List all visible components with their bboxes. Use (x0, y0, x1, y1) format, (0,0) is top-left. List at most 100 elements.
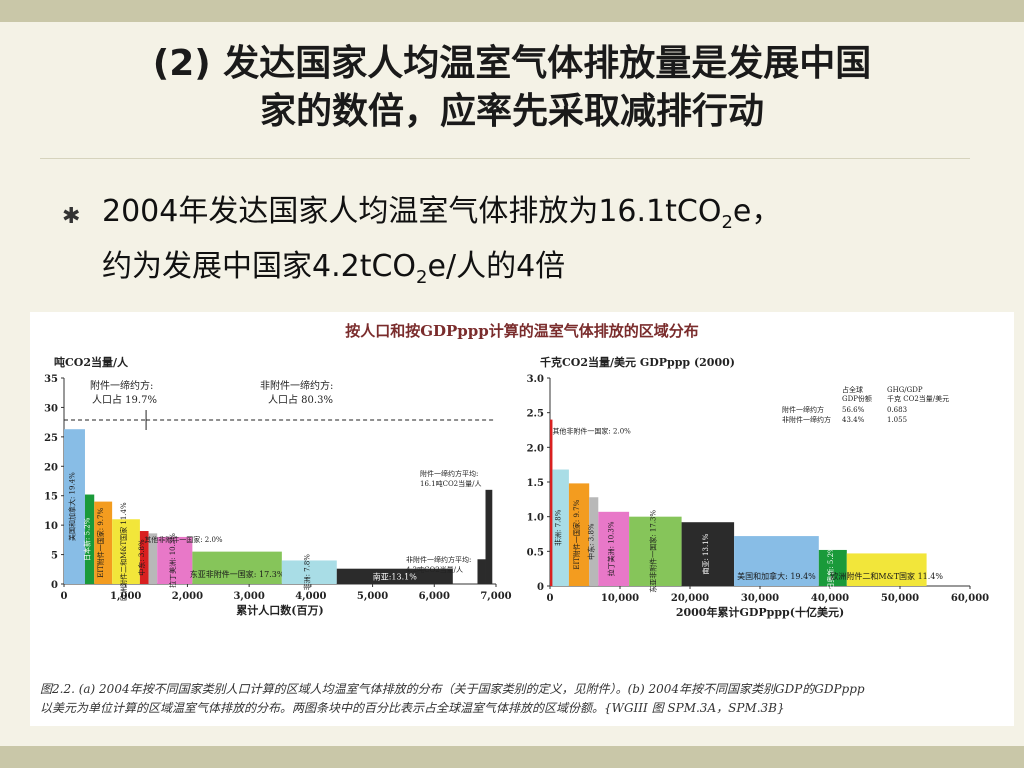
share-row-name: 附件一缔约方 (782, 405, 824, 414)
chart-a-bar-label: EIT附件一国家: 9.7% (96, 508, 105, 578)
chart-a-xtick-label: 4,000 (295, 591, 326, 602)
bullet-line2: 约为发展中国家4.2tCO2e/人的4倍 (102, 245, 1002, 300)
chart-b-ylabel: 千克CO2当量/美元 GDPppp (2000) (540, 355, 735, 369)
chart-b-bar-label: 日奥新: 5.2% (826, 546, 835, 590)
chart-b-bar-1 (552, 469, 569, 586)
top-border (0, 0, 1024, 22)
chart-b-bar-0 (550, 419, 553, 586)
bullet-line1-subscript: 2 (721, 212, 733, 233)
share-row-ratio: 1.055 (887, 416, 907, 424)
share-row-share: 43.4% (842, 416, 865, 424)
title-divider (40, 158, 970, 159)
chart-a-bar-11 (485, 489, 493, 584)
nonannex1-pop: 人口占 80.3% (268, 393, 333, 406)
chart-a-bar-3 (112, 519, 140, 584)
chart-b-xtick-label: 30,000 (741, 593, 779, 604)
chart-a-bar-label: 非洲: 7.8% (302, 554, 311, 591)
nonannex1-avg-line1: 非附件一缔约方平均: (406, 555, 471, 564)
chart-a-bar-label: 日本新: 5.2% (83, 517, 92, 561)
chart-a-bar-2 (94, 501, 113, 584)
chart-a-bar-label: 南亚:13.1% (373, 571, 418, 581)
share-header-4: 千克 CO2当量/美元 (887, 394, 949, 403)
figure-title: 按人口和按GDPppp计算的温室气体排放的区域分布 (345, 322, 699, 340)
bullet-text: 2004年发达国家人均温室气体排放为16.1tCO2e， 约为发展中国家4.2t… (102, 190, 1002, 300)
nonannex1-label: 非附件一缔约方: (260, 379, 333, 392)
share-header-1: 占全球 (842, 385, 863, 394)
annex1-pop: 人口占 19.7% (92, 393, 157, 406)
bullet-line1-text: 2004年发达国家人均温室气体排放为16.1tCO (102, 194, 722, 229)
asterisk-bullet-icon: ✱ (62, 204, 81, 229)
chart-a-bar-7 (192, 551, 282, 584)
chart-b-xtick-label: 50,000 (881, 593, 919, 604)
chart-a-bar-0 (64, 429, 85, 584)
chart-a-ylabel: 吨CO2当量/人 (54, 355, 129, 369)
chart-a-bar-10 (477, 559, 486, 584)
chart-a-ytick-label: 0 (51, 580, 58, 591)
chart-b-bar-2 (568, 483, 590, 586)
chart-a-ytick-label: 25 (44, 433, 58, 444)
chart-a-bar-8 (281, 560, 337, 584)
chart-b-bar-8 (818, 549, 847, 586)
chart-b-xlabel: 2000年累计GDPppp(十亿美元) (676, 605, 844, 619)
chart-a-bar-label: 拉丁美洲: 10.3% (168, 533, 177, 588)
chart-a-xtick-label: 3,000 (233, 591, 264, 602)
bottom-border (0, 746, 1024, 768)
annex1-label: 附件一缔约方: (90, 379, 153, 392)
chart-a: 吨CO2当量/人 0 5 10 15 20 25 30 35 0 1,000 2,000 3,000 4,… (44, 355, 512, 617)
chart-a-xtick-label: 6,000 (419, 591, 450, 602)
chart-b-bar-3 (589, 497, 599, 586)
chart-a-bar-4 (139, 531, 149, 584)
chart-a-ytick-label: 10 (44, 521, 58, 532)
bullet-line2-subscript: 2 (416, 267, 428, 288)
chart-b-ytick-label: 2.0 (527, 443, 544, 454)
chart-a-bar-5 (148, 533, 158, 584)
chart-a-xlabel: 累计人口数(百万) (236, 603, 323, 617)
chart-b-bar-label: 美国和加拿大: 19.4% (737, 571, 816, 581)
bullet-line2-text: 约为发展中国家4.2tCO (102, 249, 417, 284)
chart-b-xtick-label: 10,000 (601, 593, 639, 604)
chart-a-xtick-label: 5,000 (357, 591, 388, 602)
slide-title: (2) 发达国家人均温室气体排放量是发展中国 家的数倍，应率先采取减排行动 (40, 40, 984, 136)
other-nonannex1-note-b: 其他非附件一国家: 2.0% (552, 426, 631, 435)
chart-b-bar-9 (846, 553, 927, 586)
chart-b: 千克CO2当量/美元 GDPppp (2000) 0 0.5 1.0 1.5 2.0 2.5… (527, 355, 990, 619)
chart-b-xtick-label: 20,000 (671, 593, 709, 604)
chart-b-ytick-label: 2.5 (527, 409, 544, 420)
chart-b-ytick-label: 0.5 (527, 547, 544, 558)
chart-a-bar-6 (157, 536, 193, 584)
chart-a-ytick-label: 30 (44, 403, 58, 414)
slide-title-line1: (2) 发达国家人均温室气体排放量是发展中国 (152, 43, 872, 84)
chart-b-bar-label: 南亚: 13.1% (701, 533, 710, 574)
chart-a-bar-label: 中东: 3.8% (137, 539, 146, 576)
chart-b-bar-6 (681, 522, 735, 586)
slide-title-line2: 家的数倍，应率先采取减排行动 (259, 91, 764, 132)
chart-a-ytick-label: 20 (44, 462, 58, 473)
bullet-line2-tail: e/人的4倍 (427, 249, 566, 284)
chart-a-ytick-label: 5 (51, 551, 58, 562)
chart-b-xtick-label: 0 (547, 593, 554, 604)
share-row-share: 56.6% (842, 406, 865, 414)
chart-b-ytick-label: 1.0 (527, 513, 544, 524)
chart-a-xtick-label: 1,000 (110, 591, 141, 602)
chart-a-xtick-label: 0 (61, 591, 68, 602)
chart-b-bar-label: 欧洲附件二和M&T国家 11.4% (830, 571, 943, 581)
chart-b-bar-label: 非洲: 7.8% (554, 509, 563, 546)
figure-caption: 图2.2. (a) 2004年按不同国家类别人口计算的区域人均温室气体排放的分布… (40, 680, 1000, 718)
caption-line2: 以美元为单位计算的区域温室气体排放的分布。两图条块中的百分比表示占全球温室气体排… (40, 701, 785, 715)
chart-b-ytick-label: 1.5 (527, 478, 544, 489)
chart-a-bar-label: 美国和加拿大: 19.4% (67, 472, 76, 541)
chart-a-ytick-label: 35 (44, 374, 58, 385)
chart-b-bar-label: 中东: 3.8% (587, 523, 596, 560)
bullet-line1-tail: e， (732, 194, 782, 229)
chart-b-xtick-label: 40,000 (811, 593, 849, 604)
bullet-line1: 2004年发达国家人均温室气体排放为16.1tCO2e， (102, 190, 1002, 245)
chart-a-xtick-label: 7,000 (480, 591, 511, 602)
share-row-name: 非附件一缔约方 (782, 415, 831, 424)
chart-b-bar-7 (734, 536, 819, 586)
chart-b-bar-label: 东亚非附件一国家: 17.3% (648, 510, 657, 593)
annex1-avg-line2: 16.1吨CO2当量/人 (420, 479, 482, 488)
chart-b-bar-5 (629, 516, 682, 586)
chart-b-ytick-label: 0 (537, 582, 544, 593)
chart-b-ytick-label: 3.0 (527, 374, 544, 385)
chart-a-bar-1 (84, 494, 95, 584)
